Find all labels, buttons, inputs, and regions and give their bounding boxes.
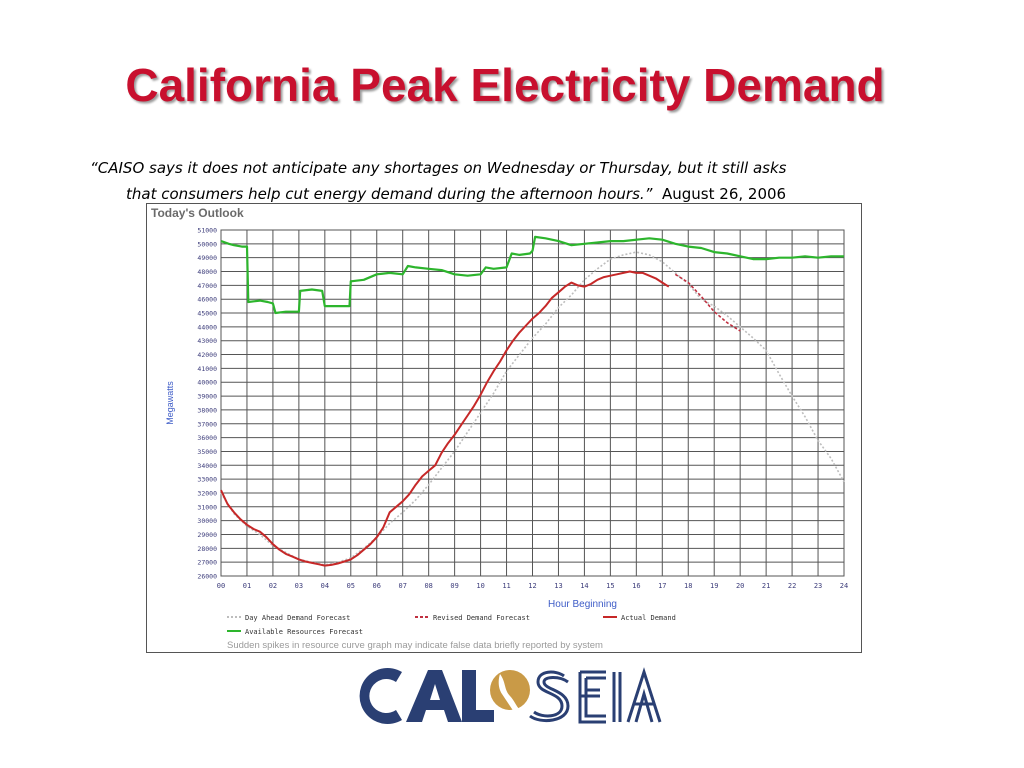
y-tick-label: 42000 (197, 351, 217, 359)
x-tick-label: 04 (321, 582, 329, 590)
quote-text: “CAISO says it does not anticipate any s… (90, 155, 950, 207)
y-tick-label: 43000 (197, 337, 217, 345)
y-tick-label: 47000 (197, 282, 217, 290)
series-line-available-resources-forecast (220, 235, 844, 315)
y-tick-label: 48000 (197, 268, 217, 276)
quote-date: August 26, 2006 (662, 185, 787, 203)
x-tick-label: 10 (476, 582, 484, 590)
y-axis-label: Megawatts (165, 381, 175, 425)
x-axis-label: Hour Beginning (548, 599, 617, 610)
x-tick-label: 18 (684, 582, 692, 590)
legend-label: Day Ahead Demand Forecast (245, 614, 350, 622)
x-tick-label: 22 (788, 582, 796, 590)
y-tick-label: 49000 (197, 254, 217, 262)
x-tick-label: 19 (710, 582, 718, 590)
y-tick-label: 36000 (197, 434, 217, 442)
chart-note: Sudden spikes in resource curve graph ma… (227, 640, 603, 651)
y-tick-label: 40000 (197, 379, 217, 387)
x-tick-label: 13 (554, 582, 562, 590)
y-tick-label: 26000 (197, 573, 217, 581)
x-tick-label: 08 (424, 582, 432, 590)
x-tick-label: 17 (658, 582, 666, 590)
series-line-revised-demand-forecast (674, 273, 741, 332)
y-tick-label: 27000 (197, 559, 217, 567)
x-tick-label: 24 (840, 582, 848, 590)
x-tick-label: 05 (347, 582, 355, 590)
x-tick-label: 03 (295, 582, 303, 590)
x-tick-label: 02 (269, 582, 277, 590)
chart-title: Today's Outlook (151, 206, 244, 220)
y-tick-label: 51000 (197, 227, 217, 235)
x-tick-label: 12 (528, 582, 536, 590)
x-tick-label: 01 (243, 582, 251, 590)
y-tick-label: 34000 (197, 462, 217, 470)
y-tick-label: 29000 (197, 531, 217, 539)
series-line-actual-demand (220, 270, 670, 567)
y-tick-label: 31000 (197, 503, 217, 511)
legend-label: Revised Demand Forecast (433, 614, 530, 622)
y-tick-label: 28000 (197, 545, 217, 553)
x-tick-label: 20 (736, 582, 744, 590)
y-tick-label: 45000 (197, 310, 217, 318)
legend-label: Available Resources Forecast (245, 628, 363, 636)
x-tick-label: 09 (450, 582, 458, 590)
y-tick-label: 33000 (197, 476, 217, 484)
y-tick-label: 30000 (197, 517, 217, 525)
x-tick-label: 06 (373, 582, 381, 590)
demand-chart: Today's Outlook 00 01 02 03 04 05 06 07 08 09 10 11 1… (151, 206, 848, 651)
y-tick-label: 38000 (197, 406, 217, 414)
quote-line-2: that consumers help cut energy demand du… (126, 185, 653, 203)
quote-line-1: “CAISO says it does not anticipate any s… (90, 159, 787, 177)
x-tick-label: 14 (580, 582, 588, 590)
x-tick-label: 00 (217, 582, 225, 590)
x-tick-label: 07 (398, 582, 406, 590)
quote-line-2-wrap: that consumers help cut energy demand du… (90, 181, 950, 207)
x-tick-label: 23 (814, 582, 822, 590)
y-tick-label: 41000 (197, 365, 217, 373)
x-tick-label: 15 (606, 582, 614, 590)
y-tick-label: 32000 (197, 489, 217, 497)
chart-frame: Today's Outlook 00 01 02 03 04 05 06 07 08 09 10 11 1… (146, 203, 862, 653)
x-tick-label: 16 (632, 582, 640, 590)
y-tick-label: 44000 (197, 323, 217, 331)
y-tick-label: 39000 (197, 393, 217, 401)
x-tick-label: 11 (502, 582, 510, 590)
series-line-day-ahead-demand-forecast (220, 251, 845, 566)
slide-title: California Peak Electricity Demand (125, 59, 885, 111)
calseia-logo (359, 667, 662, 724)
y-tick-label: 37000 (197, 420, 217, 428)
y-tick-label: 46000 (197, 296, 217, 304)
y-tick-label: 35000 (197, 448, 217, 456)
y-tick-label: 50000 (197, 240, 217, 248)
x-tick-label: 21 (762, 582, 770, 590)
legend-label: Actual Demand (621, 614, 676, 622)
